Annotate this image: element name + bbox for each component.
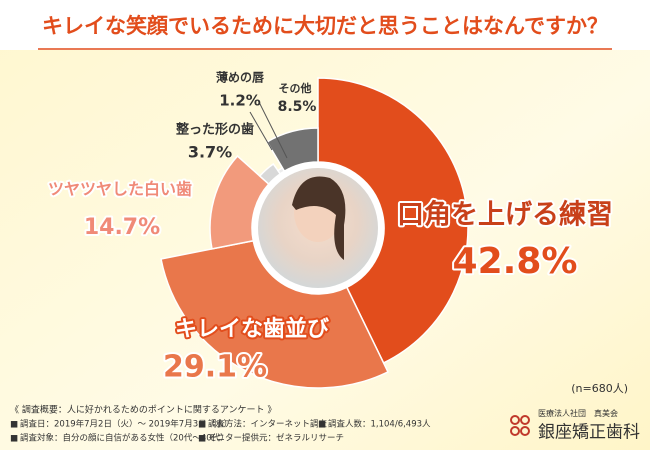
survey-item: 調査対象：自分の顔に自信がある女性（20代〜40代） (20, 433, 229, 444)
value-label: 42.8% (453, 241, 578, 282)
bullet: ■ (198, 420, 206, 430)
survey-item: 調査人数：1,104/6,493人 (328, 419, 431, 430)
leader-line (249, 111, 273, 151)
value-label: 3.7% (188, 143, 232, 162)
survey-title: 《 調査概要：人に好かれるためのポイントに関するアンケート 》 (10, 404, 276, 416)
logo-org: 医療法人社団 真美会 (538, 408, 618, 418)
survey-item: モニター提供元：ゼネラルリサーチ (208, 433, 344, 444)
leader-line (257, 99, 288, 159)
photo-hair (292, 176, 346, 260)
value-label: 1.2% (219, 92, 261, 110)
value-label: 8.5% (278, 99, 317, 115)
category-label: その他 (279, 81, 312, 95)
category-label: 口角を上げる練習 (397, 199, 613, 231)
chart-title: キレイな笑顔でいるために大切だと思うことはなんですか？ (42, 14, 608, 38)
bullet: ■ (198, 434, 206, 444)
logo-name: 銀座矯正歯科 (538, 423, 640, 443)
logo-mark (510, 415, 530, 436)
survey-item: 調査日：2019年7月2日（火）～ 2019年7月3日（水） (20, 419, 232, 430)
header (0, 0, 650, 50)
value-label: 14.7% (84, 215, 160, 240)
bullet: ■ (10, 434, 18, 444)
category-label: 薄めの唇 (216, 70, 265, 85)
survey-item: 調査方法：インターネット調査 (208, 419, 328, 430)
category-label: 整った形の歯 (175, 122, 254, 138)
bullet: ■ (318, 420, 326, 430)
category-label: キレイな歯並び (175, 316, 329, 342)
sample-note: (n=680人) (571, 382, 628, 395)
value-label: 29.1% (163, 350, 267, 385)
category-label: ツヤツヤした白い歯 (48, 180, 192, 199)
bullet: ■ (10, 420, 18, 430)
